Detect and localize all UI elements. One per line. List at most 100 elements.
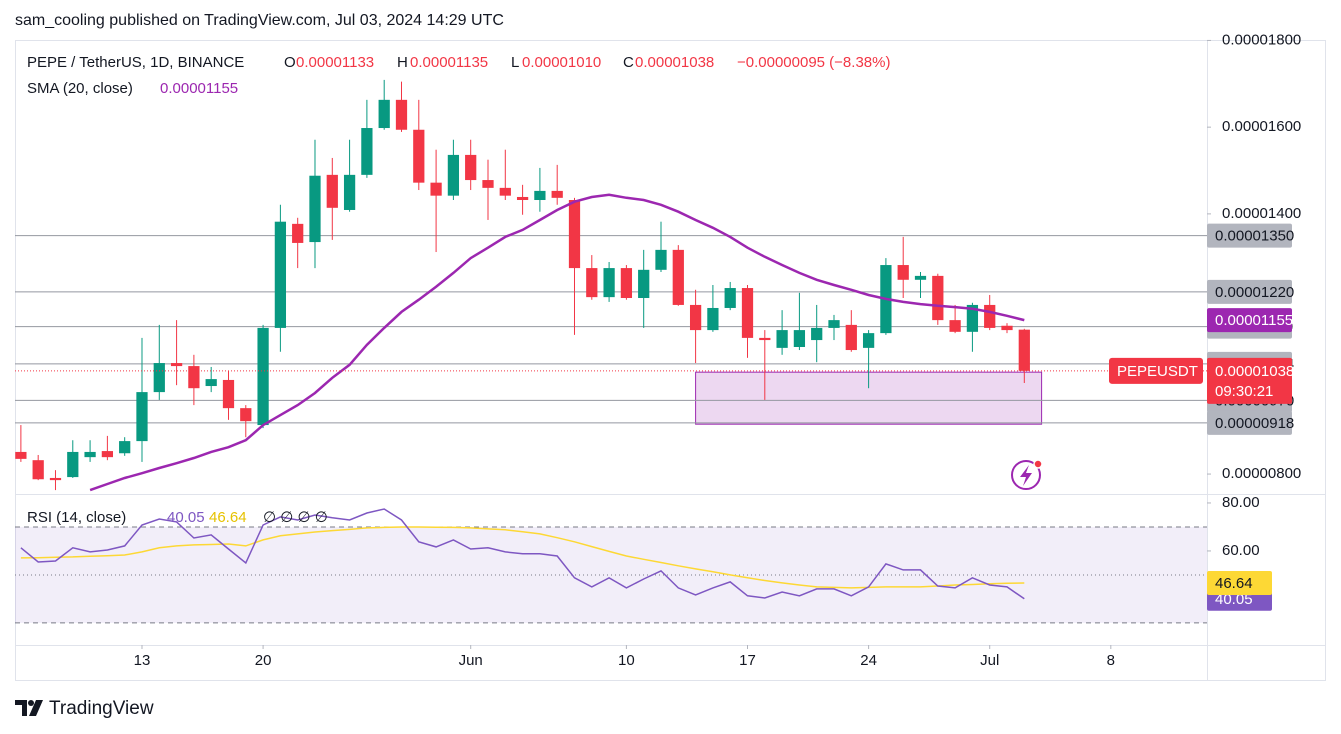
- candle-body: [914, 275, 927, 280]
- candle-body: [966, 304, 979, 332]
- rsi-badge-bg: [1207, 571, 1272, 596]
- candle-body: [170, 363, 183, 367]
- candle-body: [603, 268, 615, 298]
- candle-body: [395, 99, 408, 130]
- candle-body: [482, 180, 494, 188]
- series-line: [20, 526, 1025, 589]
- y-tick-label: 0.00001800: [1222, 31, 1301, 48]
- candle-body: [361, 128, 373, 175]
- price-level-label-bg: [1207, 223, 1292, 248]
- candle-body: [119, 441, 131, 454]
- candle-body: [811, 327, 823, 341]
- candle-body: [222, 379, 235, 409]
- alert-dot: [1033, 459, 1043, 469]
- ohlc-key: O: [284, 54, 296, 71]
- x-tick-label: 17: [739, 652, 756, 669]
- logo-part: [29, 700, 43, 716]
- candle-body: [949, 320, 961, 332]
- alert-bolt: [1020, 465, 1032, 486]
- indicator-name: SMA (20, close): [27, 80, 133, 97]
- candle-body: [793, 330, 806, 348]
- rsi-value: 40.05: [167, 509, 205, 526]
- alert-icon[interactable]: [1011, 459, 1043, 490]
- ohlc-value: 0.00001038: [635, 54, 714, 71]
- last-price-bg: [1207, 357, 1292, 404]
- x-tick-label: 13: [134, 652, 151, 669]
- rsi-badge: 40.05: [1215, 591, 1253, 608]
- candle-body: [274, 221, 287, 328]
- candle-body: [15, 451, 27, 459]
- series-line: [20, 508, 1025, 600]
- candle-body: [205, 379, 217, 387]
- y-tick-label: 80.00: [1222, 494, 1260, 511]
- price-level-label-bg: [1207, 410, 1292, 435]
- candle-body: [741, 288, 754, 338]
- brand: TradingView: [49, 698, 154, 719]
- candle-body: [413, 129, 425, 183]
- candle-body: [378, 99, 390, 129]
- x-tick-label: 10: [618, 652, 635, 669]
- candle-body: [292, 223, 304, 243]
- rsi-ma-value: 46.64: [209, 509, 247, 526]
- candle-body: [153, 363, 165, 393]
- price-level-label: 0.00001350: [1215, 228, 1294, 245]
- brand-logo: [15, 700, 43, 716]
- candle-body: [101, 451, 114, 458]
- candle-body: [655, 249, 667, 270]
- candle-body: [845, 324, 857, 351]
- chart-layer: 0.00001800 0.00001600 0.00001400 0.00000800…: [15, 31, 1301, 669]
- candle-body: [240, 408, 252, 422]
- candle-body: [447, 154, 460, 196]
- y-tick-label: 0.00000800: [1222, 465, 1301, 482]
- y-tick-label: 60.00: [1222, 542, 1260, 559]
- candle-body: [534, 190, 546, 201]
- rsi-title: RSI (14, close): [27, 509, 126, 526]
- candle-body: [136, 392, 148, 442]
- x-tick-label: 24: [860, 652, 877, 669]
- candle-body: [309, 175, 321, 243]
- candle-body: [620, 268, 633, 299]
- ohlc-key: L: [511, 54, 519, 71]
- last-price-label: 0.00001038: [1215, 363, 1294, 380]
- candle-body: [499, 187, 511, 196]
- x-tick-label: Jul: [980, 652, 999, 669]
- candle-body: [638, 269, 650, 299]
- price-level-label: 0.00001220: [1215, 284, 1294, 301]
- candle-body: [932, 275, 944, 321]
- candle-body: [568, 200, 581, 269]
- price-level-label: 0.00000918: [1215, 415, 1294, 432]
- symbol: PEPE / TetherUS, 1D, BINANCE: [27, 54, 244, 71]
- candle-body: [465, 154, 477, 181]
- x-tick-label: Jun: [459, 652, 483, 669]
- candle-body: [326, 174, 338, 208]
- candle-body: [188, 366, 200, 389]
- change: −0.00000095 (−8.38%): [737, 54, 890, 71]
- candle-body: [724, 288, 736, 308]
- candle-body: [1018, 329, 1030, 371]
- candle-body: [984, 304, 996, 328]
- sma-label-bg: [1207, 308, 1292, 333]
- price-level-label-bg: [1207, 279, 1292, 304]
- y-tick-label: 0.00001600: [1222, 118, 1301, 135]
- series-line: [89, 193, 1025, 492]
- x-tick-label: 8: [1107, 652, 1115, 669]
- candle-body: [1001, 325, 1013, 331]
- candle-body: [707, 307, 719, 331]
- candle-body: [551, 190, 563, 198]
- y-tick-label: 0.00001400: [1222, 205, 1301, 222]
- logo-part: [15, 700, 27, 716]
- candle-body: [689, 304, 702, 331]
- logo-part: [28, 700, 34, 706]
- indicator-value: 0.00001155: [160, 80, 238, 97]
- price-pane: [15, 79, 1207, 492]
- candle-body: [776, 330, 788, 348]
- candle-body: [430, 182, 442, 196]
- candle-body: [32, 460, 44, 480]
- x-tick-label: 20: [255, 652, 272, 669]
- published-line: sam_cooling published on TradingView.com…: [15, 12, 504, 29]
- ohlc-value: 0.00001135: [410, 54, 488, 71]
- candle-body: [84, 451, 96, 458]
- ohlc-key: H: [397, 54, 408, 71]
- candle-body: [862, 333, 875, 348]
